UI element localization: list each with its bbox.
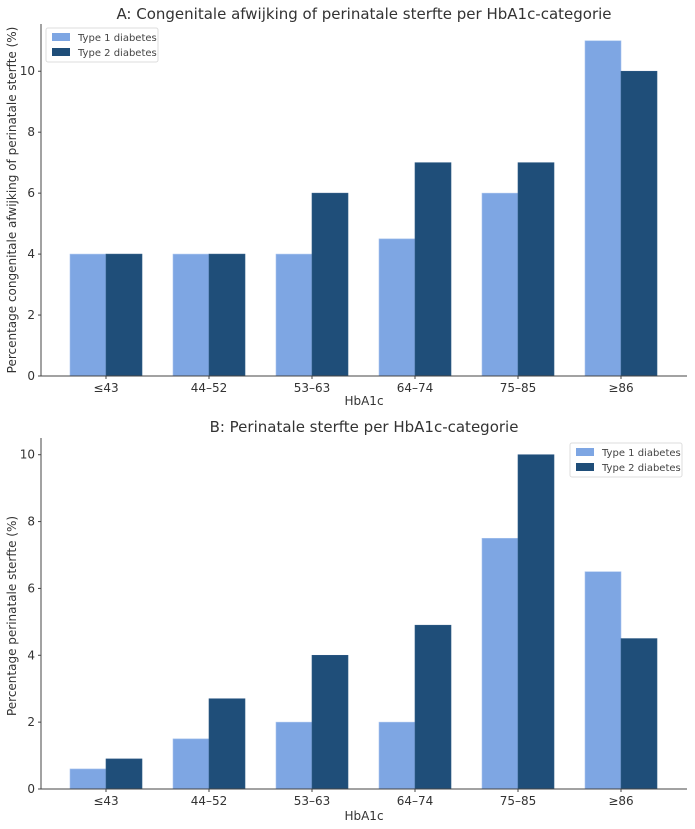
- chart-b-x-axis-label: HbA1c: [344, 809, 383, 823]
- x-tick-label: 75–85: [500, 794, 537, 808]
- legend-label-type1: Type 1 diabetes: [77, 33, 157, 44]
- bar-type2-4: [517, 162, 555, 377]
- chart-b-x-ticks: ≤43 44–52 53–63 64–74 75–85 ≥86: [93, 789, 634, 808]
- y-tick-label: 4: [27, 648, 35, 662]
- legend-frame: [569, 442, 683, 478]
- bar-type1-4: [481, 192, 519, 377]
- bar-type1-2: [275, 253, 313, 377]
- bar-type1-0: [69, 768, 107, 790]
- bar-type1-5: [584, 40, 622, 377]
- bar-type1-1: [172, 738, 210, 790]
- bar-type2-2: [311, 192, 349, 377]
- x-tick-label: 53–63: [294, 794, 331, 808]
- bar-type1-2: [275, 721, 313, 790]
- chart-b: B: Perinatale sterfte per HbA1c-categori…: [5, 418, 687, 823]
- legend-label-type1: Type 1 diabetes: [601, 448, 681, 459]
- y-tick-label: 6: [27, 581, 35, 595]
- y-tick-label: 4: [27, 247, 35, 261]
- y-tick-label: 10: [20, 448, 35, 462]
- x-tick-label: 53–63: [294, 381, 331, 395]
- y-tick-label: 8: [27, 515, 35, 529]
- chart-a-title: A: Congenitale afwijking of perinatale s…: [116, 5, 611, 23]
- x-tick-label: ≥86: [608, 794, 633, 808]
- y-tick-label: 2: [27, 308, 35, 322]
- chart-a-y-axis-label: Percentage congenitale afwijking of peri…: [5, 27, 19, 374]
- bar-type2-1: [208, 698, 246, 790]
- legend-label-type2: Type 2 diabetes: [601, 463, 681, 474]
- chart-b-y-ticks: 0 2 4 6 8 10: [20, 448, 41, 796]
- chart-a-bars: [69, 40, 658, 377]
- chart-b-bars: [69, 454, 658, 790]
- chart-b-y-axis-label: Percentage perinatale sterfte (%): [5, 516, 19, 716]
- x-tick-label: ≥86: [608, 381, 633, 395]
- x-tick-label: ≤43: [93, 794, 118, 808]
- bar-type2-5: [620, 70, 658, 377]
- bar-type2-0: [105, 253, 143, 377]
- chart-a-y-ticks: 0 2 4 6 8 10: [20, 64, 41, 383]
- bar-type1-4: [481, 537, 519, 790]
- x-tick-label: 44–52: [191, 794, 228, 808]
- x-tick-label: ≤43: [93, 381, 118, 395]
- legend-swatch-type1: [52, 33, 70, 41]
- chart-b-legend: Type 1 diabetes Type 2 diabetes: [569, 442, 683, 478]
- bar-type2-3: [414, 162, 452, 377]
- legend-frame: [45, 27, 159, 63]
- bar-type2-1: [208, 253, 246, 377]
- bar-type1-0: [69, 253, 107, 377]
- y-tick-label: 2: [27, 715, 35, 729]
- legend-label-type2: Type 2 diabetes: [77, 48, 157, 59]
- y-tick-label: 8: [27, 125, 35, 139]
- bar-type1-3: [378, 721, 416, 790]
- legend-swatch-type2: [576, 463, 594, 471]
- bar-type2-3: [414, 624, 452, 790]
- chart-b-title: B: Perinatale sterfte per HbA1c-categori…: [210, 418, 519, 436]
- chart-a: A: Congenitale afwijking of perinatale s…: [5, 5, 687, 408]
- chart-a-legend: Type 1 diabetes Type 2 diabetes: [45, 27, 159, 63]
- bar-type1-1: [172, 253, 210, 377]
- x-tick-label: 75–85: [500, 381, 537, 395]
- legend-swatch-type2: [52, 48, 70, 56]
- x-tick-label: 64–74: [397, 381, 434, 395]
- y-tick-label: 10: [20, 64, 35, 78]
- bar-type1-5: [584, 571, 622, 790]
- legend-swatch-type1: [576, 448, 594, 456]
- chart-a-x-axis-label: HbA1c: [344, 394, 383, 408]
- bar-type2-4: [517, 454, 555, 790]
- x-tick-label: 64–74: [397, 794, 434, 808]
- chart-a-x-ticks: ≤43 44–52 53–63 64–74 75–85 ≥86: [93, 376, 634, 395]
- y-tick-label: 0: [27, 369, 35, 383]
- bar-type2-5: [620, 638, 658, 790]
- x-tick-label: 44–52: [191, 381, 228, 395]
- bar-type1-3: [378, 238, 416, 377]
- y-tick-label: 6: [27, 186, 35, 200]
- bar-type2-0: [105, 758, 143, 790]
- bar-type2-2: [311, 654, 349, 790]
- y-tick-label: 0: [27, 782, 35, 796]
